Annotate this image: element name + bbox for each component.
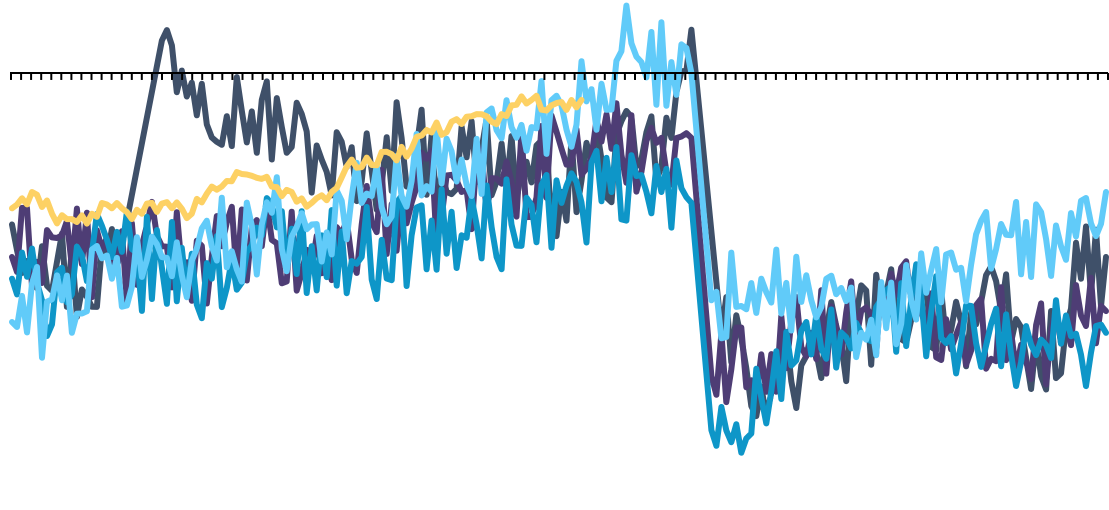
series-line-3: [9, 144, 1109, 456]
series-line-5: [9, 92, 585, 227]
series-layer: [9, 2, 1109, 456]
reference-axis: [10, 71, 1109, 80]
